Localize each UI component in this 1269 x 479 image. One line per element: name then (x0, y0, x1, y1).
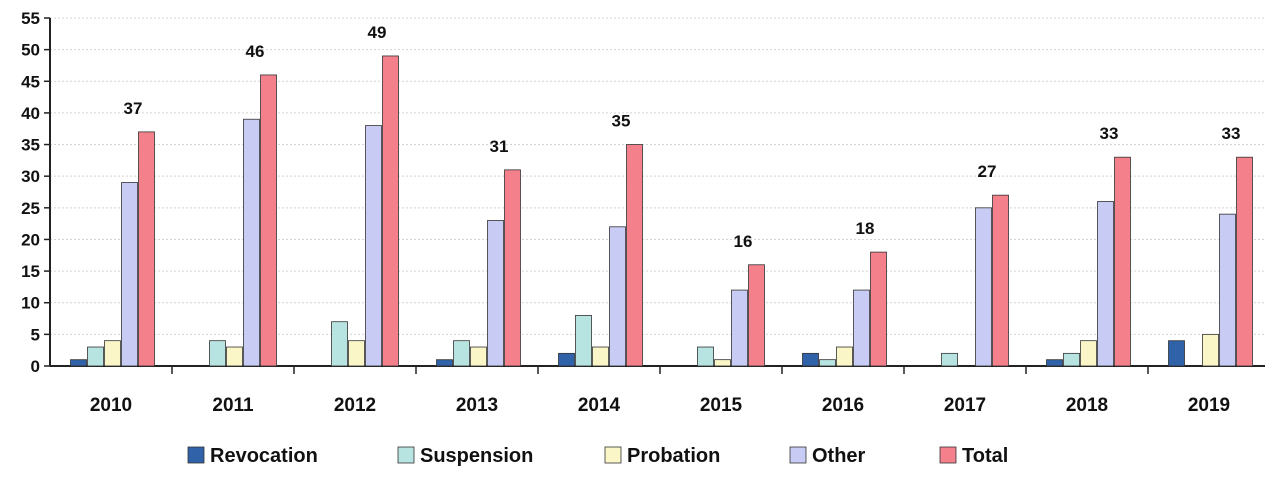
bar (70, 359, 87, 367)
bar (104, 340, 121, 367)
bar (1236, 156, 1253, 367)
y-tick-label: 15 (21, 262, 40, 281)
x-tick-label: 2017 (944, 395, 986, 416)
legend-item: Other (789, 445, 866, 467)
bar (819, 359, 836, 367)
bar (1168, 340, 1185, 367)
legend-item: Suspension (397, 445, 533, 467)
bar (470, 346, 487, 367)
y-tick-label: 55 (21, 9, 40, 28)
data-label: 49 (368, 23, 387, 42)
bar (575, 314, 592, 367)
legend-item: Revocation (187, 445, 318, 467)
legend-swatch (187, 446, 205, 464)
bar (209, 340, 226, 367)
y-tick-label: 20 (21, 230, 40, 249)
bar (609, 226, 626, 367)
legend-item: Probation (604, 445, 720, 467)
y-tick-label: 25 (21, 199, 40, 218)
y-tick-label: 50 (21, 41, 40, 60)
legend-swatch (604, 446, 622, 464)
data-label: 37 (124, 99, 143, 118)
x-tick-label: 2016 (822, 395, 864, 416)
bar (226, 346, 243, 367)
bar (1097, 201, 1114, 367)
bar (992, 194, 1009, 367)
x-tick-label: 2011 (212, 395, 254, 416)
bar (365, 125, 382, 367)
bar (941, 352, 958, 367)
bar (558, 352, 575, 367)
y-tick-label: 5 (31, 325, 40, 344)
bar (331, 321, 348, 367)
bar (121, 182, 138, 367)
y-tick-label: 30 (21, 167, 40, 186)
bar (1080, 340, 1097, 367)
bar (453, 340, 470, 367)
x-tick-label: 2010 (90, 395, 132, 416)
data-label: 16 (734, 232, 753, 251)
legend-swatch (939, 446, 957, 464)
bar (592, 346, 609, 367)
bar (138, 131, 155, 367)
bar (626, 144, 643, 367)
bar (504, 169, 521, 367)
bar (748, 264, 765, 367)
x-tick-label: 2014 (578, 395, 621, 416)
bar (870, 251, 887, 367)
bar (836, 346, 853, 367)
bar (1219, 213, 1236, 367)
x-tick-label: 2019 (1188, 395, 1230, 416)
data-label: 46 (246, 42, 265, 61)
data-label: 18 (856, 219, 875, 238)
data-label: 35 (612, 112, 631, 131)
bar (243, 118, 260, 367)
gridlines (50, 17, 1265, 335)
bars (70, 55, 1253, 367)
bar (382, 55, 399, 367)
legend-label: Probation (627, 445, 720, 467)
bar (714, 359, 731, 367)
bar (348, 340, 365, 367)
x-tick-label: 2012 (334, 395, 376, 416)
legend-item: Total (939, 445, 1008, 467)
bar (731, 289, 748, 367)
bar (487, 220, 504, 367)
bar (436, 359, 453, 367)
y-tick-label: 40 (21, 104, 40, 123)
data-label: 31 (490, 137, 509, 156)
x-tick-label: 2018 (1066, 395, 1108, 416)
bar (697, 346, 714, 367)
bar (1114, 156, 1131, 367)
y-tick-label: 35 (21, 136, 40, 155)
bar (1202, 333, 1219, 367)
legend-label: Other (812, 445, 866, 467)
y-tick-label: 10 (21, 294, 40, 313)
bar (260, 74, 277, 367)
x-tick-label: 2013 (456, 395, 498, 416)
y-tick-label: 45 (21, 72, 40, 91)
legend-label: Total (962, 445, 1008, 467)
data-labels: 37 46 49 31 35 16 18 27 33 33 (124, 23, 1241, 251)
legend-swatch (789, 446, 807, 464)
legend-label: Suspension (420, 445, 533, 467)
legend-swatch (397, 446, 415, 464)
bar (853, 289, 870, 367)
bar (1063, 352, 1080, 367)
data-label: 33 (1222, 124, 1241, 143)
legend: Revocation Suspension Probation Other Total (187, 445, 1008, 467)
data-label: 27 (978, 162, 997, 181)
bar (802, 352, 819, 367)
y-tick-label: 0 (31, 357, 40, 376)
x-tick-label: 2015 (700, 395, 743, 416)
bar (1046, 359, 1063, 367)
bar (87, 346, 104, 367)
bar (975, 207, 992, 367)
data-label: 33 (1100, 124, 1119, 143)
legend-label: Revocation (210, 445, 318, 467)
